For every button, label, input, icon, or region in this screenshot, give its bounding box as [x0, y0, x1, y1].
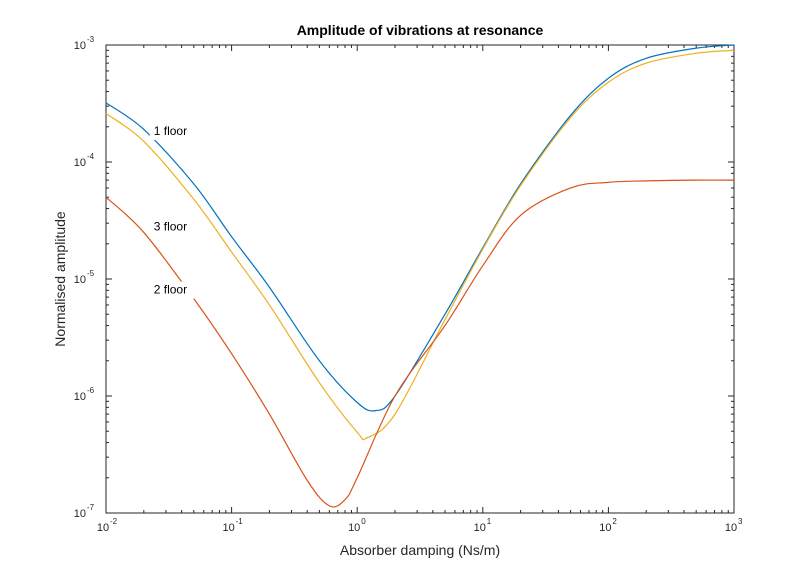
annotation-background: [149, 218, 204, 236]
chart-title: Amplitude of vibrations at resonance: [297, 22, 544, 38]
annotation-background: [149, 123, 204, 141]
annotation-background: [149, 281, 204, 299]
x-axis-label: Absorber damping (Ns/m): [340, 542, 500, 558]
x-tick-label: 10: [599, 522, 611, 534]
x-tick-exponent: -1: [236, 517, 244, 526]
y-tick-label: 10: [74, 391, 86, 403]
annotation-label: 2 floor: [154, 283, 187, 297]
x-tick-exponent: 3: [738, 517, 743, 526]
y-tick-exponent: -5: [87, 269, 95, 278]
x-tick-exponent: 1: [487, 517, 492, 526]
series-line-1: [105, 49, 735, 441]
y-tick-exponent: -3: [87, 35, 95, 44]
series-line-2: [105, 179, 735, 508]
x-tick-label: 10: [725, 522, 737, 534]
x-tick-exponent: 0: [361, 517, 366, 526]
x-tick-label: 10: [348, 522, 360, 534]
series-lines: [105, 44, 735, 508]
y-axis-label: Normalised amplitude: [52, 211, 68, 347]
y-axis: 10-710-610-510-410-3: [74, 35, 734, 520]
y-tick-label: 10: [74, 157, 86, 169]
y-tick-exponent: -4: [87, 152, 95, 161]
annotation-label: 3 floor: [154, 219, 187, 233]
plot-area: [105, 44, 735, 514]
y-tick-label: 10: [74, 40, 86, 52]
annotation-label: 1 floor: [154, 124, 187, 138]
x-tick-exponent: -2: [110, 517, 118, 526]
y-tick-exponent: -7: [87, 503, 95, 512]
curve-annotations: 1 floor 3 floor 2 floor: [149, 123, 204, 299]
y-tick-label: 10: [74, 508, 86, 520]
y-tick-label: 10: [74, 274, 86, 286]
x-tick-exponent: 2: [612, 517, 617, 526]
y-tick-exponent: -6: [87, 386, 95, 395]
x-tick-label: 10: [474, 522, 486, 534]
x-tick-label: 10: [222, 522, 234, 534]
x-tick-label: 10: [97, 522, 109, 534]
